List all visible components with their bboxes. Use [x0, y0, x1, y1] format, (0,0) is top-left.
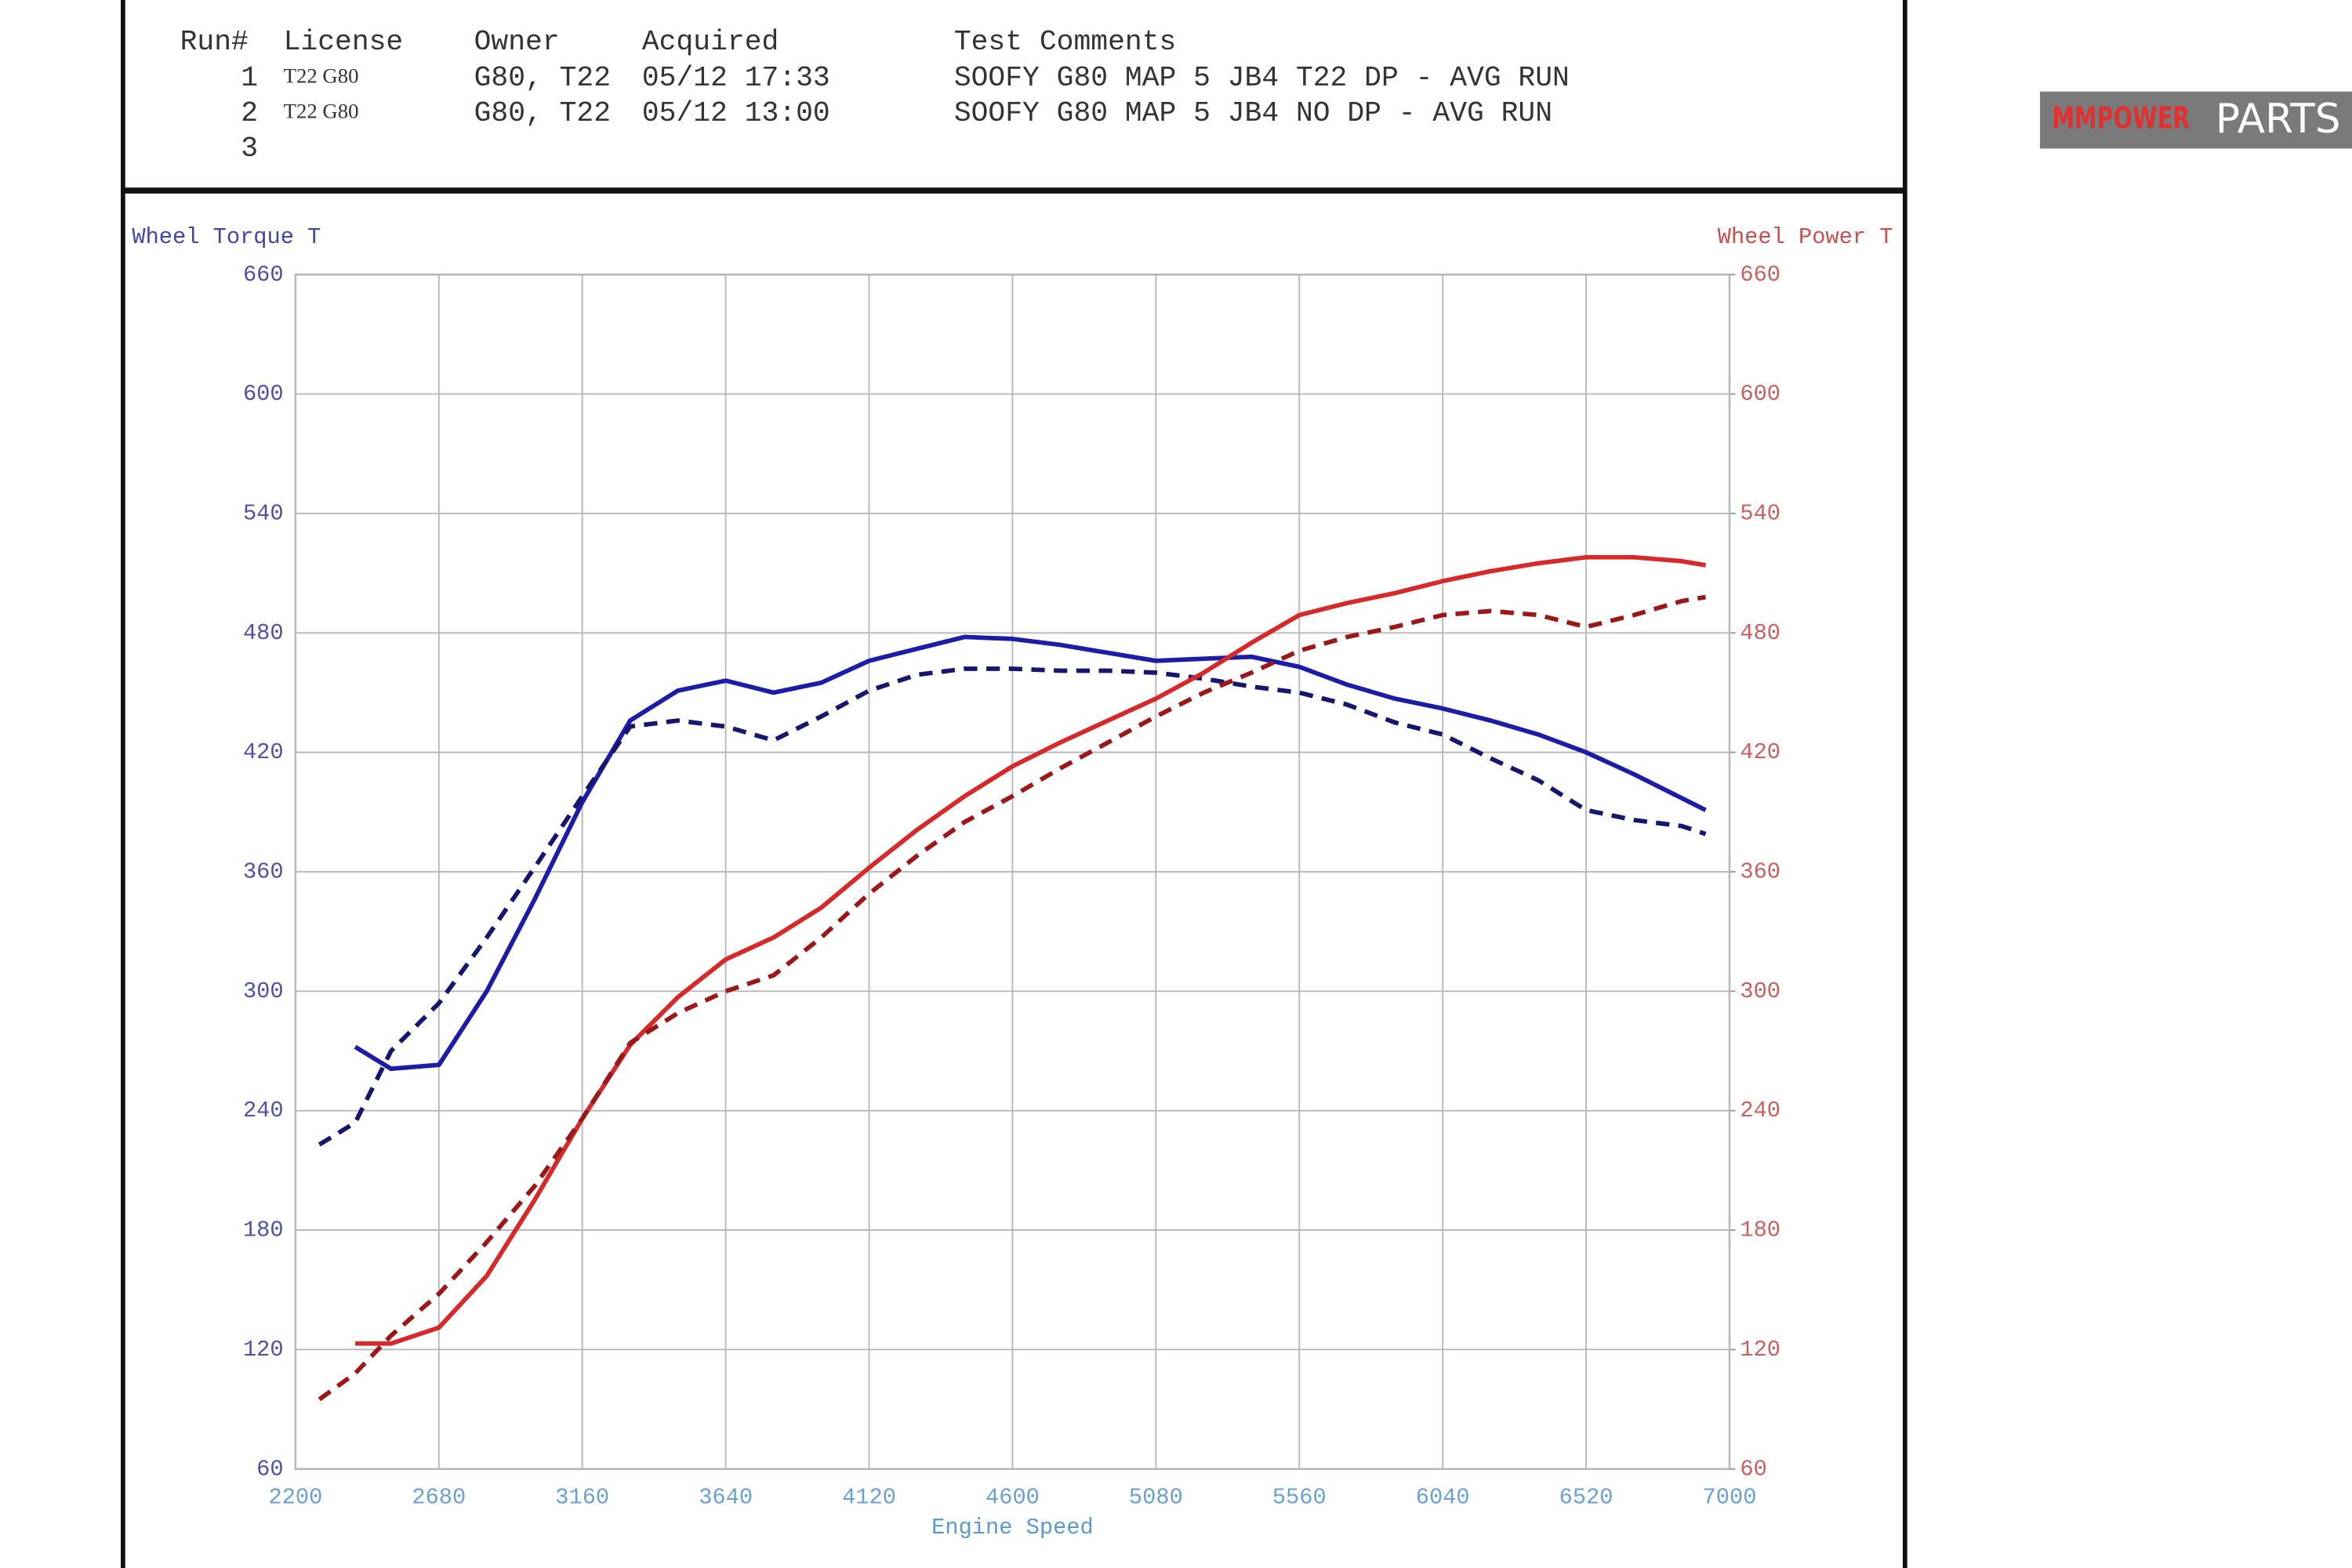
y2-tick-label: 660 [1740, 262, 1780, 288]
series-line [318, 666, 1707, 1147]
y2-tick-label: 120 [1740, 1337, 1780, 1363]
y-tick-label: 300 [243, 978, 284, 1004]
y-tick-label: 360 [243, 859, 284, 885]
y-tick-label: 480 [243, 620, 284, 646]
y-tick-label: 420 [243, 739, 284, 765]
column-header: Owner [474, 26, 560, 58]
x-tick-label: 4600 [985, 1485, 1040, 1511]
y-tick-label: 120 [243, 1337, 284, 1363]
column-header: License [284, 26, 404, 58]
y2-tick-label: 60 [1740, 1456, 1766, 1482]
y2-axis-title: Wheel Power T [1718, 224, 1893, 250]
x-tick-label: 6040 [1416, 1485, 1470, 1511]
y2-tick-label: 360 [1740, 859, 1780, 885]
y-tick-label: 240 [243, 1098, 284, 1123]
x-tick-label: 4120 [842, 1485, 896, 1511]
logo-box [2040, 91, 2352, 149]
y2-tick-label: 420 [1740, 739, 1780, 765]
x-tick-label: 2680 [412, 1485, 466, 1511]
x-tick-label: 5560 [1272, 1485, 1327, 1511]
y2-tick-label: 300 [1740, 978, 1780, 1004]
y2-tick-label: 180 [1740, 1218, 1780, 1243]
table-cell: SOOFY G80 MAP 5 JB4 T22 DP - AVG RUN [954, 62, 1570, 94]
table-cell: 2 [241, 97, 258, 129]
x-tick-label: 3160 [555, 1485, 609, 1511]
column-header: Acquired [642, 26, 779, 58]
y-tick-label: 660 [243, 262, 284, 288]
frame [121, 0, 1907, 1568]
series-line [318, 594, 1707, 1402]
logo-brand: MMPOWER [2052, 101, 2190, 136]
y-tick-label: 60 [256, 1456, 283, 1482]
table-cell: G80, T22 [474, 62, 611, 94]
x-tick-label: 6520 [1559, 1485, 1613, 1511]
y-tick-label: 180 [243, 1218, 284, 1243]
series-line [354, 634, 1707, 1072]
x-tick-label: 7000 [1703, 1485, 1757, 1511]
y2-tick-label: 240 [1740, 1098, 1780, 1123]
table-cell: 05/12 13:00 [642, 97, 830, 129]
y2-tick-label: 480 [1740, 620, 1780, 646]
table-cell: 05/12 17:33 [642, 62, 830, 94]
table-cell: 1 [241, 62, 258, 94]
x-tick-label: 2200 [268, 1485, 322, 1511]
table-cell: SOOFY G80 MAP 5 JB4 NO DP - AVG RUN [954, 97, 1552, 129]
column-header: Test Comments [954, 26, 1176, 58]
y2-tick-label: 540 [1740, 501, 1780, 527]
y-axis-title: Wheel Torque T [132, 224, 321, 250]
table-cell: 3 [241, 132, 258, 165]
y-tick-label: 540 [243, 501, 284, 527]
x-tick-label: 5080 [1129, 1485, 1183, 1511]
x-tick-label: 3640 [699, 1485, 753, 1511]
y-tick-label: 600 [243, 381, 284, 407]
y2-tick-label: 600 [1740, 381, 1780, 407]
table-cell: G80, T22 [474, 97, 611, 129]
logo-suffix: PARTS [2216, 96, 2341, 143]
table-cell: T22 G80 [284, 64, 359, 88]
table-cell: T22 G80 [284, 100, 359, 123]
x-axis-title: Engine Speed [931, 1515, 1094, 1541]
column-header: Run# [180, 26, 249, 58]
